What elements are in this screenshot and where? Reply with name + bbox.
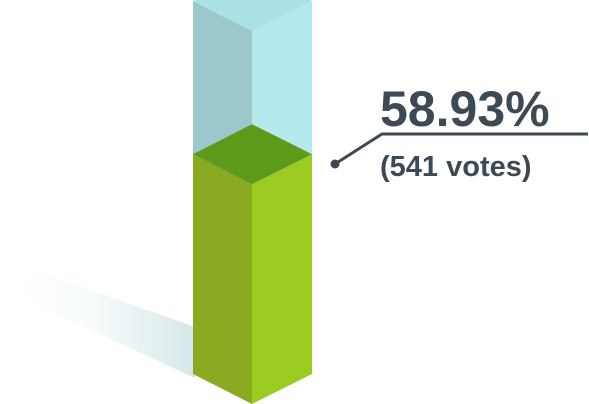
percent-label: 58.93% — [380, 81, 550, 137]
column-filled-side-face — [252, 154, 312, 404]
column-fill-level-cap — [193, 124, 312, 185]
column-filled-front-face — [193, 154, 252, 404]
column-shadow — [0, 272, 195, 378]
column-empty-part — [193, 0, 312, 185]
column-top-cap — [193, 0, 312, 31]
callout-leader-line — [334, 132, 588, 166]
column-filled-part — [193, 124, 312, 404]
callout: 58.93% (541 votes) — [330, 81, 588, 183]
votes-label: (541 votes) — [380, 151, 532, 183]
